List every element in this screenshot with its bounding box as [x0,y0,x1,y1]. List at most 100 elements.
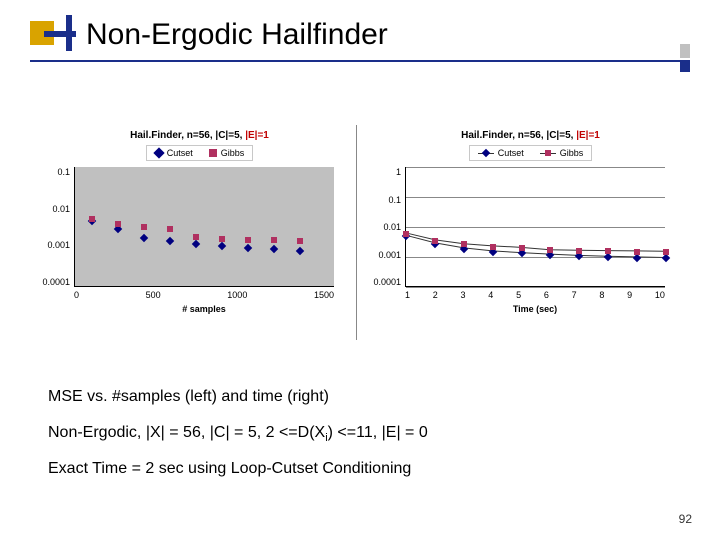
chart-left-yaxis: 0.1 0.01 0.001 0.0001 [40,167,74,287]
square-marker-icon [605,248,611,254]
chart-right-legend: Cutset Gibbs [469,145,593,161]
chart-right: Hail.Finder, n=56, |C|=5, |E|=1 Cutset G… [371,130,690,314]
legend-label: Gibbs [221,148,245,158]
xtick-label: 10 [655,290,665,300]
diamond-marker-icon [140,234,148,242]
slide-title: Non-Ergodic Hailfinder [86,18,388,52]
xtick-label: 4 [488,290,493,300]
square-marker-icon [403,231,409,237]
xtick-label: 3 [461,290,466,300]
xtick-label: 1500 [314,290,334,300]
chart-left-title: Hail.Finder, n=56, |C|=5, |E|=1 [40,130,359,141]
legend-label: Cutset [167,148,193,158]
xtick-label: 1000 [227,290,247,300]
body-line-3: Exact Time = 2 sec using Loop-Cutset Con… [48,460,680,478]
ytick-label: 0.0001 [373,277,401,287]
chart-left-plot-area [74,167,334,287]
xtick-label: 6 [544,290,549,300]
gridline [406,287,665,288]
gridline [406,167,665,168]
chart-left-plot-wrap: 0.1 0.01 0.001 0.0001 [40,167,359,287]
ytick-label: 1 [396,167,401,177]
chart-left-xaxis: 0 500 1000 1500 [74,290,334,300]
square-marker-icon [219,236,225,242]
square-marker-icon [115,221,121,227]
title-accent-gray [680,44,690,58]
legend-item-gibbs: Gibbs [540,148,584,158]
chart-right-xaxis: 1 2 3 4 5 6 7 8 9 10 [405,290,665,300]
square-marker-icon [663,249,669,255]
chart-right-title-black: Hail.Finder, n=56, |C|=5, [461,130,576,141]
chart-right-title: Hail.Finder, n=56, |C|=5, |E|=1 [371,130,690,141]
diamond-marker-icon [662,254,670,262]
xtick-label: 7 [572,290,577,300]
square-marker-icon [245,237,251,243]
diamond-marker-icon [296,247,304,255]
chart-right-plot-wrap: 1 0.1 0.01 0.001 0.0001 [371,167,690,287]
ytick-label: 0.01 [383,222,401,232]
diamond-marker-icon [633,253,641,261]
chart-left: Hail.Finder, n=56, |C|=5, |E|=1 Cutset G… [40,130,359,314]
xtick-label: 2 [433,290,438,300]
xtick-label: 9 [627,290,632,300]
square-marker-icon [89,216,95,222]
gridline [406,257,665,258]
chart-left-title-red: |E|=1 [245,130,269,141]
square-marker-icon [547,247,553,253]
gridline [406,227,665,228]
title-accent-blue [680,60,690,72]
chart-right-title-red: |E|=1 [576,130,600,141]
xtick-label: 8 [599,290,604,300]
square-marker-icon [432,238,438,244]
legend-item-cutset: Cutset [478,148,524,158]
title-decoration [30,21,76,49]
square-marker-icon [141,224,147,230]
xtick-label: 5 [516,290,521,300]
ytick-label: 0.001 [47,240,70,250]
body-line-1: MSE vs. #samples (left) and time (right) [48,388,680,406]
diamond-marker-icon [270,245,278,253]
page-number: 92 [679,512,692,526]
diamond-marker-icon [218,242,226,250]
square-marker-icon [519,245,525,251]
chart-right-plot-area [405,167,665,287]
chart-right-xlabel: Time (sec) [405,304,665,314]
square-line-icon [540,153,556,154]
chart-left-xlabel: # samples [74,304,334,314]
ytick-label: 0.01 [52,204,70,214]
square-marker-icon [634,249,640,255]
square-marker-icon [209,149,217,157]
ytick-label: 0.1 [388,195,401,205]
diamond-line-icon [478,153,494,154]
legend-label: Gibbs [560,148,584,158]
diamond-marker-icon [192,240,200,248]
chart-right-yaxis: 1 0.1 0.01 0.001 0.0001 [371,167,405,287]
square-marker-icon [193,234,199,240]
blue-vertical-bar-icon [66,15,72,51]
diamond-marker-icon [153,147,164,158]
xtick-label: 1 [405,290,410,300]
square-marker-icon [297,238,303,244]
body-line-2a: Non-Ergodic, |X| = 56, |C| = 5, 2 <=D(X [48,424,325,441]
legend-label: Cutset [498,148,524,158]
diamond-marker-icon [244,244,252,252]
diamond-marker-icon [166,237,174,245]
body-line-2b: ) <=11, |E| = 0 [328,424,428,441]
ytick-label: 0.1 [57,167,70,177]
chart-left-legend: Cutset Gibbs [146,145,254,161]
gridline [406,197,665,198]
square-marker-icon [167,226,173,232]
legend-item-cutset: Cutset [155,148,193,158]
xtick-label: 0 [74,290,79,300]
ytick-label: 0.001 [378,250,401,260]
square-marker-icon [461,241,467,247]
xtick-label: 500 [146,290,161,300]
charts-region: Hail.Finder, n=56, |C|=5, |E|=1 Cutset G… [40,130,690,314]
legend-item-gibbs: Gibbs [209,148,245,158]
body-line-2: Non-Ergodic, |X| = 56, |C| = 5, 2 <=D(Xi… [48,424,680,444]
chart-left-title-black: Hail.Finder, n=56, |C|=5, [130,130,245,141]
square-marker-icon [271,237,277,243]
square-marker-icon [490,244,496,250]
ytick-label: 0.0001 [42,277,70,287]
title-row: Non-Ergodic Hailfinder [30,18,690,52]
